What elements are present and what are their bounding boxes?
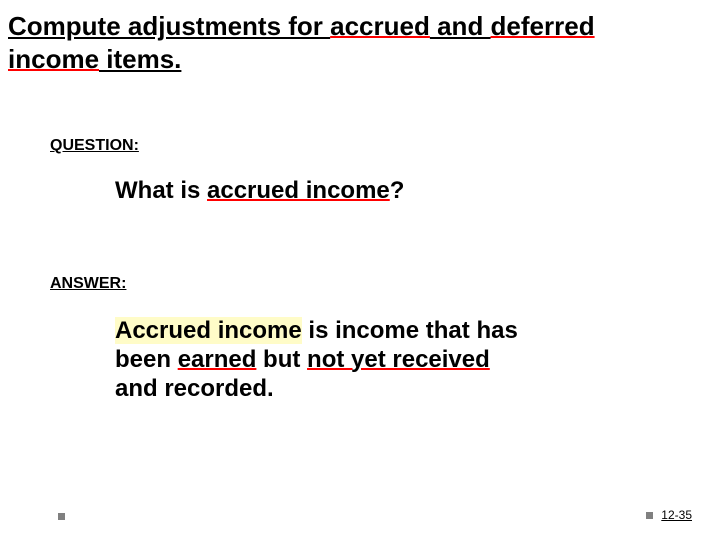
question-pre: What is [115,177,207,204]
title-accrued: accrued [330,11,430,41]
bullet-left-icon [58,513,65,520]
title-items: items. [99,44,181,74]
answer-text: Accrued income is income that has been e… [115,317,655,403]
bullet-icon [646,512,653,519]
answer-notyet: not yet received [307,346,490,373]
question-label: QUESTION: [50,137,670,155]
content-area: QUESTION: What is accrued income? ANSWER… [0,137,720,403]
answer-line2-pre: been [115,346,178,373]
title-income: income [8,44,99,74]
answer-label: ANSWER: [50,275,670,293]
answer-line3: and recorded. [115,375,274,402]
question-text: What is accrued income? [115,177,670,205]
title-and: and [430,11,491,41]
slide-title: Compute adjustments for accrued and defe… [0,0,720,75]
question-post: ? [390,177,405,204]
title-part1: Compute adjustments for [8,11,330,41]
answer-line1-rest: is income that has [302,317,518,344]
slide-title-line: Compute adjustments for accrued and defe… [8,10,712,75]
footer: 12-35 [646,508,692,522]
page-number: 12-35 [661,508,692,522]
question-emph: accrued income [207,177,390,204]
answer-highlight: Accrued income [115,317,302,344]
title-deferred: deferred [491,11,595,41]
answer-line2-mid: but [256,346,307,373]
answer-earned: earned [178,346,257,373]
